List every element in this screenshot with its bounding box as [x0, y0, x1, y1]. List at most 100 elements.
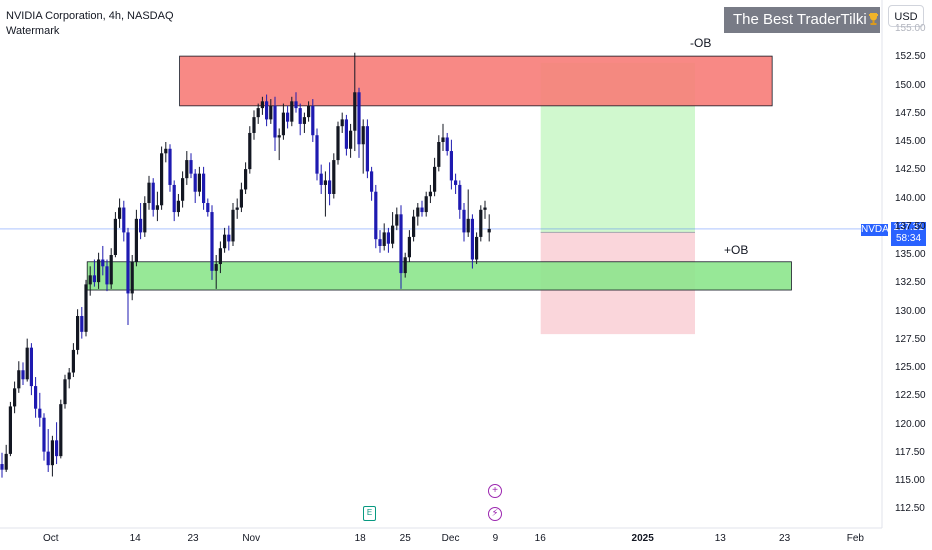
price-tick-label: 142.50: [895, 164, 926, 176]
candle: [273, 96, 277, 152]
candle-body: [475, 236, 479, 260]
candle-body: [88, 275, 92, 285]
candle-body: [42, 417, 46, 452]
candle: [470, 214, 474, 269]
candle-body: [139, 218, 143, 233]
split-icon[interactable]: ⚡: [488, 507, 502, 521]
candle-body: [441, 137, 445, 142]
candle: [437, 135, 441, 172]
bullish-ob-label: +OB: [724, 243, 749, 257]
candle: [462, 203, 466, 242]
candle: [92, 259, 96, 287]
candle-body: [25, 347, 29, 380]
candle-body: [357, 92, 361, 145]
time-tick-label: 13: [714, 533, 726, 544]
candle-body: [336, 126, 340, 161]
candle-body: [260, 101, 264, 109]
candle-body: [239, 189, 243, 208]
candle-body: [50, 440, 54, 466]
candle: [122, 200, 126, 242]
time-tick-label: 23: [187, 533, 199, 544]
candle: [176, 193, 180, 217]
candle-body: [252, 117, 256, 133]
price-tick-label: 127.50: [895, 333, 926, 345]
time-tick-label: 23: [779, 533, 791, 544]
time-tick-label: Nov: [242, 533, 261, 544]
candle-body: [34, 386, 38, 409]
candle: [466, 189, 470, 237]
candle: [218, 241, 222, 274]
price-tick-label: 155.00: [895, 23, 926, 34]
candle-body: [349, 130, 353, 149]
candle: [130, 255, 134, 301]
candle: [197, 166, 201, 197]
candle-body: [319, 173, 323, 185]
indicator-name[interactable]: Watermark: [6, 25, 60, 37]
candle-body: [479, 209, 483, 237]
candle-body: [298, 108, 302, 124]
candle-body: [382, 232, 386, 246]
candle: [286, 105, 290, 129]
candle: [113, 212, 117, 258]
candle-body: [424, 196, 428, 213]
currency-button[interactable]: USD: [888, 5, 924, 27]
candle-body: [189, 160, 193, 174]
candle-body: [462, 209, 466, 233]
candle: [34, 377, 38, 418]
candle: [391, 212, 395, 249]
candle: [231, 203, 235, 246]
candle-body: [214, 264, 218, 271]
price-tick-label: 125.00: [895, 362, 926, 373]
candle: [59, 399, 63, 459]
candle-body: [160, 153, 164, 206]
price-tick-label: 152.50: [895, 51, 926, 63]
candle: [143, 196, 147, 237]
candle-body: [147, 182, 151, 204]
candle: [21, 362, 25, 385]
candle: [13, 381, 17, 414]
candle-body: [248, 132, 252, 170]
candle-body: [130, 261, 134, 294]
price-tick-label: 145.00: [895, 136, 926, 147]
symbol-title[interactable]: NVIDIA Corporation, 4h, NASDAQ: [6, 10, 174, 22]
candle: [319, 164, 323, 194]
candle: [269, 99, 273, 124]
candle-body: [344, 119, 348, 149]
candle: [403, 252, 407, 278]
candle-body: [412, 216, 416, 237]
candle-body: [218, 248, 222, 265]
candle: [202, 166, 206, 210]
dividend-icon[interactable]: +: [488, 484, 502, 498]
candle-body: [294, 101, 298, 109]
candle: [420, 200, 424, 217]
candle: [412, 209, 416, 242]
candle-body: [59, 404, 63, 457]
time-tick-label: Dec: [441, 533, 460, 544]
candle-body: [155, 205, 159, 210]
candle: [134, 209, 138, 267]
candle-body: [244, 169, 248, 190]
candle: [399, 205, 403, 289]
candle: [454, 173, 458, 194]
candle: [294, 92, 298, 113]
candle-body: [202, 173, 206, 204]
candle-body: [109, 255, 113, 285]
candle: [25, 338, 29, 382]
candle: [475, 232, 479, 265]
candle: [265, 94, 269, 127]
candle: [483, 200, 487, 219]
candle-body: [328, 180, 332, 194]
candle-body: [361, 126, 365, 145]
price-tick-label: 135.00: [895, 249, 926, 260]
candle: [248, 126, 252, 174]
candle-body: [0, 464, 4, 470]
candle: [76, 309, 80, 355]
candle: [458, 180, 462, 219]
candle: [168, 144, 172, 192]
earnings-icon[interactable]: E: [363, 506, 376, 521]
candle-body: [8, 406, 12, 454]
candle: [147, 175, 151, 210]
candle-body: [370, 171, 374, 192]
candle: [38, 392, 42, 427]
